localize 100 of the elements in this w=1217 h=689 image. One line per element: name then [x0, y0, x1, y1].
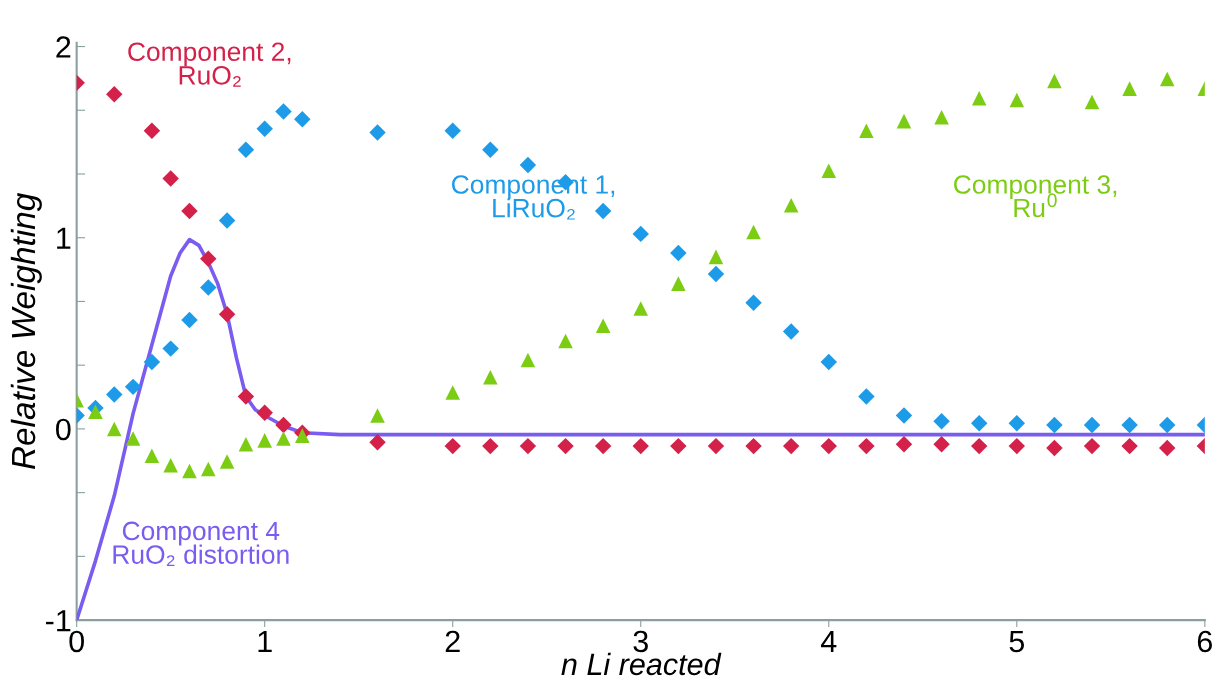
series-label: Component 3, Ru$^{0}$ [954, 175, 1117, 218]
point [295, 428, 310, 443]
point [162, 170, 179, 187]
point [1122, 81, 1137, 96]
point [143, 353, 161, 371]
point [200, 279, 217, 296]
point [746, 224, 761, 240]
point [594, 437, 612, 455]
point [859, 123, 874, 138]
point [256, 404, 273, 421]
point [1083, 416, 1101, 434]
point [200, 250, 217, 267]
x-tick-label: 4 [820, 630, 837, 652]
point [745, 294, 762, 311]
point [238, 436, 254, 452]
point [124, 378, 142, 396]
point [483, 370, 498, 385]
point [294, 110, 311, 128]
x-tick-label: 5 [1009, 630, 1025, 653]
point [370, 408, 385, 423]
point [896, 113, 912, 129]
point [106, 421, 122, 437]
point [707, 437, 725, 455]
x-tick-label: 3 [633, 630, 648, 653]
point [1009, 92, 1025, 108]
point [783, 197, 799, 213]
point [106, 386, 123, 403]
point [671, 276, 686, 291]
point [1121, 416, 1138, 434]
point [707, 265, 725, 283]
y-tick-label: -1 [46, 610, 71, 632]
y-tick-label: 1 [57, 227, 71, 249]
point [237, 141, 255, 158]
point [633, 301, 649, 316]
point [218, 305, 236, 323]
point [745, 437, 762, 455]
y-tick-label: 2 [56, 36, 71, 58]
x-axis-title: n Li reacted [561, 652, 722, 676]
point [820, 437, 837, 455]
point [557, 437, 574, 455]
x-tick-label: 2 [445, 630, 460, 652]
point [144, 448, 160, 463]
point [106, 86, 123, 103]
point [1159, 439, 1176, 457]
point [519, 437, 537, 455]
point [970, 437, 988, 455]
point [1008, 437, 1026, 455]
point [1121, 437, 1138, 455]
point [820, 353, 837, 371]
point [181, 202, 198, 220]
point [163, 457, 178, 473]
point [482, 437, 499, 455]
point [520, 352, 536, 368]
point [1047, 73, 1062, 89]
point [444, 437, 461, 455]
point [143, 122, 161, 139]
point [1159, 416, 1176, 434]
point [275, 103, 292, 120]
point [933, 435, 950, 453]
point [895, 435, 913, 453]
x-tick-label: 6 [1197, 630, 1212, 653]
point [275, 416, 292, 434]
point [444, 122, 461, 139]
point [218, 212, 236, 229]
point [182, 463, 197, 479]
y-axis-title: Relative Weighting [10, 193, 42, 470]
point [482, 141, 499, 158]
point [594, 202, 612, 220]
point [708, 249, 724, 265]
point [88, 404, 103, 419]
point [162, 340, 179, 357]
series-label: Component 4 RuO₂ distortion [113, 521, 289, 566]
point [895, 407, 913, 424]
point [519, 156, 537, 174]
point [632, 437, 649, 455]
point [782, 437, 800, 455]
point [369, 124, 386, 141]
point [219, 454, 235, 469]
point [369, 434, 386, 451]
point [257, 433, 272, 448]
point [971, 90, 987, 106]
point [181, 311, 198, 329]
point [1008, 414, 1026, 432]
point [1084, 94, 1100, 110]
point [858, 388, 875, 405]
point [632, 225, 649, 243]
point [201, 461, 216, 477]
point [1046, 416, 1063, 434]
point [821, 163, 837, 179]
point [558, 333, 573, 349]
series-label: Component 2, RuO₂ [128, 42, 291, 87]
x-tick-label: 1 [258, 630, 272, 652]
point [237, 388, 255, 405]
point [276, 431, 291, 446]
point [125, 431, 141, 446]
point [256, 120, 273, 137]
point [1159, 71, 1175, 87]
point [782, 323, 800, 340]
point [595, 318, 611, 333]
point [933, 413, 950, 430]
